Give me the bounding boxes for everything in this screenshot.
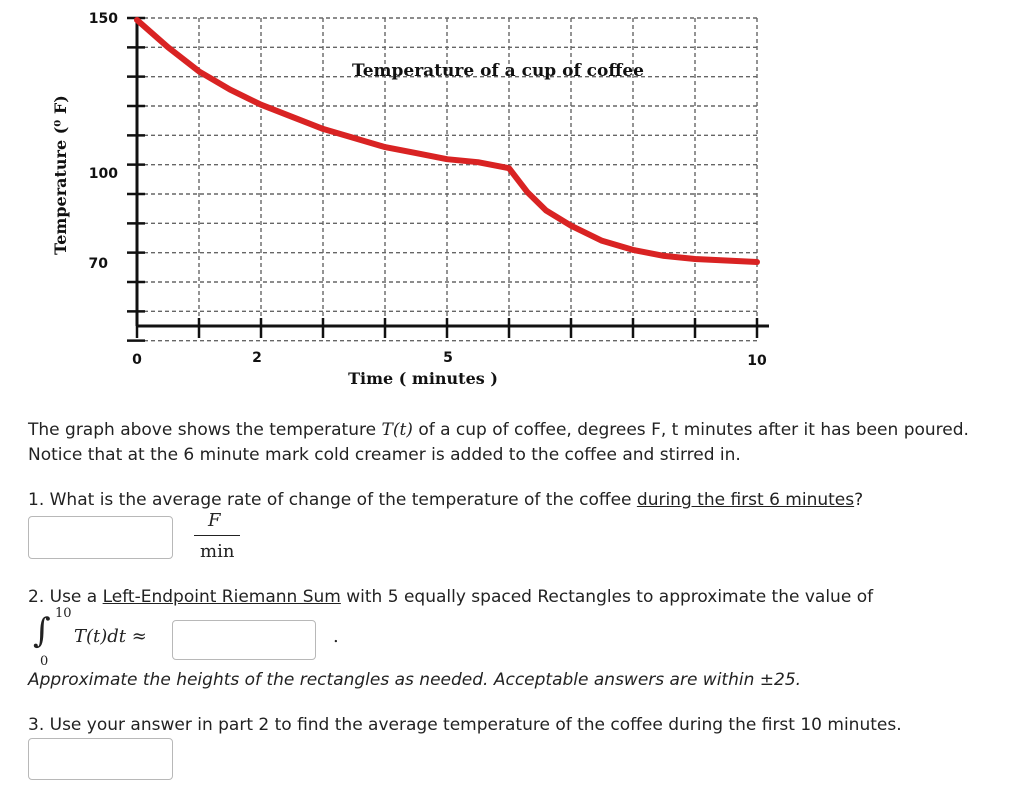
q2-text-b: with 5 equally spaced Rectangles to appr… — [340, 587, 874, 607]
q2-emphasis: Left-Endpoint Riemann Sum — [102, 587, 341, 607]
fraction-bar — [194, 535, 240, 536]
x-axis-label: Time ( minutes ) — [348, 369, 498, 388]
q1-emphasis: during the first 6 minutes — [636, 490, 855, 510]
q1-text-b: ? — [854, 490, 864, 510]
chart-title: Temperature of a cup of coffee — [352, 61, 644, 81]
q2-note: Approximate the heights of the rectangle… — [28, 670, 802, 690]
chart-grid — [137, 17, 758, 342]
chart-ticks — [127, 16, 759, 342]
intro-text-b: of a cup of coffee, degrees F, t minutes… — [28, 420, 969, 465]
temperature-curve — [134, 17, 760, 265]
integral-upper-bound: 10 — [55, 606, 72, 621]
y-tick-label-100: 100 — [89, 166, 118, 182]
integral-lower-bound: 0 — [40, 654, 49, 669]
question-1: 1. What is the average rate of change of… — [28, 488, 1008, 513]
y-tick-label-70: 70 — [89, 256, 109, 272]
question-2: 2. Use a Left-Endpoint Riemann Sum with … — [28, 585, 1008, 610]
y-axis-label: Temperature (⁰ F) — [51, 95, 70, 255]
answer-input-3[interactable] — [28, 738, 173, 780]
q2-period: . — [333, 626, 339, 647]
intro-text-a: The graph above shows the temperature — [28, 420, 382, 440]
y-tick-label-150: 150 — [89, 11, 118, 27]
unit-denominator: min — [200, 541, 235, 562]
integral-sign: ∫ — [33, 611, 51, 651]
answer-input-1[interactable] — [28, 516, 173, 559]
q2-text-a: 2. Use a — [28, 587, 103, 607]
x-tick-label-2: 2 — [252, 350, 262, 366]
x-tick-label-0: 0 — [132, 352, 142, 368]
x-tick-label-5: 5 — [443, 350, 453, 366]
x-tick-label-10: 10 — [747, 353, 767, 369]
intro-variable: T(t) — [381, 420, 413, 440]
question-3: 3. Use your answer in part 2 to find the… — [28, 715, 902, 735]
q1-text-a: 1. What is the average rate of change of… — [28, 490, 637, 510]
integrand: T(t)dt ≈ — [74, 626, 147, 647]
unit-numerator: F — [208, 510, 221, 531]
problem-intro: The graph above shows the temperature T(… — [28, 418, 998, 468]
temperature-chart: Temperature of a cup of coffee Time ( mi… — [51, 11, 769, 388]
answer-input-2[interactable] — [172, 620, 316, 660]
chart-axes — [135, 18, 769, 328]
